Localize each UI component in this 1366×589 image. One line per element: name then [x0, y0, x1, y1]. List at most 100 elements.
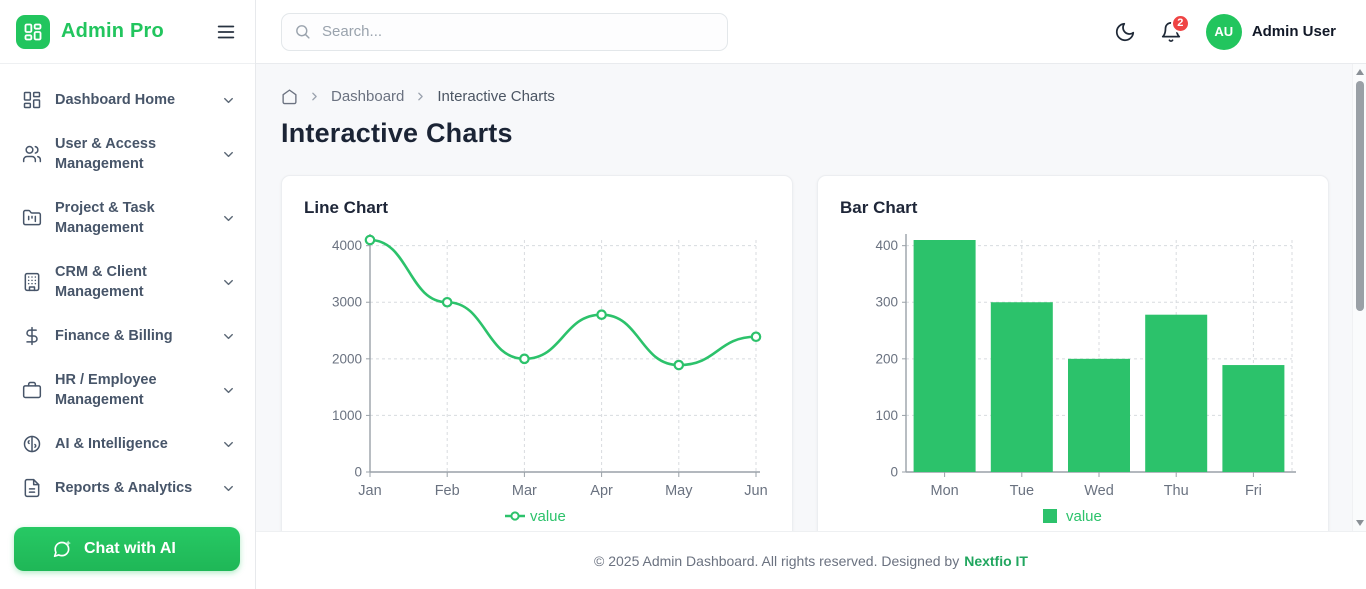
- sidebar-item-label: Finance & Billing: [55, 328, 173, 344]
- footer-designer-link[interactable]: Nextfio IT: [964, 552, 1028, 569]
- dollar-icon: [22, 326, 42, 346]
- sidebar: Admin Pro Dashboard Home: [0, 0, 256, 589]
- svg-text:Fri: Fri: [1245, 483, 1262, 499]
- chat-with-ai-label: Chat with AI: [84, 540, 176, 557]
- chevron-down-icon: [221, 275, 236, 290]
- sidebar-item-reports-analytics[interactable]: Reports & Analytics: [13, 470, 242, 506]
- svg-text:Tue: Tue: [1010, 483, 1034, 499]
- file-report-icon: [22, 478, 42, 498]
- main-column: 2 AU Admin User Dashboard Interactive C: [256, 0, 1366, 589]
- svg-text:Mon: Mon: [930, 483, 958, 499]
- scroll-down-arrow[interactable]: [1356, 520, 1364, 526]
- briefcase-icon: [22, 380, 42, 400]
- building-icon: [22, 272, 42, 292]
- chevron-down-icon: [221, 481, 236, 496]
- svg-text:Jan: Jan: [358, 483, 381, 499]
- moon-icon: [1115, 22, 1134, 41]
- sidebar-item-crm-client[interactable]: CRM & Client Management: [13, 254, 242, 310]
- notifications-button[interactable]: 2: [1160, 13, 1190, 43]
- chevron-right-icon: [414, 90, 427, 103]
- app-logo-icon: [16, 14, 50, 49]
- sidebar-item-finance-billing[interactable]: Finance & Billing: [13, 318, 242, 354]
- sidebar-item-label: CRM & Client Management: [55, 264, 147, 300]
- app-title: Admin Pro: [61, 20, 164, 42]
- chevron-down-icon: [221, 147, 236, 162]
- svg-text:Thu: Thu: [1164, 483, 1189, 499]
- svg-text:0: 0: [890, 465, 898, 480]
- svg-text:1000: 1000: [332, 408, 362, 423]
- brain-icon: [22, 434, 42, 454]
- search-input[interactable]: [281, 12, 728, 51]
- breadcrumb-current-page: Interactive Charts: [437, 88, 555, 105]
- line-chart[interactable]: 0 1000 2000 3000 4000 Jan Feb Mar Apr May Jun value: [304, 226, 770, 528]
- bar-chart[interactable]: 0 100 200 300 400 Mon Tue Wed Thu Fri value: [840, 226, 1306, 528]
- chevron-down-icon: [221, 329, 236, 344]
- search-icon: [296, 25, 310, 39]
- chevron-right-icon: [308, 90, 321, 103]
- svg-text:3000: 3000: [332, 295, 362, 310]
- footer-text: © 2025 Admin Dashboard. All rights reser…: [594, 552, 960, 569]
- user-menu[interactable]: AU Admin User: [1205, 13, 1336, 50]
- home-icon: [282, 89, 297, 105]
- breadcrumb-home-link[interactable]: [281, 88, 298, 105]
- users-icon: [22, 144, 42, 164]
- svg-text:Wed: Wed: [1084, 483, 1114, 499]
- svg-text:value: value: [1066, 508, 1102, 525]
- chevron-down-icon: [221, 383, 236, 398]
- notification-badge: 2: [1170, 13, 1190, 33]
- folder-kanban-icon: [22, 208, 42, 228]
- breadcrumb-dashboard-link[interactable]: Dashboard: [331, 88, 405, 105]
- sidebar-item-hr-employee[interactable]: HR / Employee Management: [13, 362, 242, 418]
- scrollbar-thumb[interactable]: [1356, 81, 1364, 311]
- svg-text:value: value: [530, 508, 566, 525]
- scroll-up-arrow[interactable]: [1356, 69, 1364, 75]
- svg-text:Feb: Feb: [435, 483, 460, 499]
- svg-text:Mar: Mar: [512, 483, 537, 499]
- bar-chart-title: Bar Chart: [840, 198, 918, 217]
- sidebar-header: Admin Pro: [0, 0, 255, 64]
- chevron-down-icon: [221, 437, 236, 452]
- page-title: Interactive Charts: [281, 118, 513, 148]
- user-name: Admin User: [1251, 23, 1336, 40]
- svg-text:400: 400: [875, 238, 898, 253]
- sidebar-toggle-button[interactable]: [215, 21, 237, 43]
- svg-text:300: 300: [875, 295, 898, 310]
- sidebar-item-ai-intelligence[interactable]: AI & Intelligence: [13, 426, 242, 462]
- sidebar-item-dashboard-home[interactable]: Dashboard Home: [13, 82, 242, 118]
- footer: © 2025 Admin Dashboard. All rights reser…: [256, 531, 1366, 589]
- avatar: AU: [1205, 13, 1242, 50]
- sidebar-nav: Dashboard Home User & Access Management: [0, 64, 255, 506]
- breadcrumb: Dashboard Interactive Charts: [281, 88, 1327, 105]
- vertical-scrollbar[interactable]: [1352, 64, 1366, 531]
- charts-row: Line Chart 0 1000 2000 3000 4000 Jan Feb Mar Apr…: [281, 175, 1329, 531]
- sidebar-item-label: Project & Task Management: [55, 200, 155, 236]
- svg-text:Apr: Apr: [590, 483, 613, 499]
- chevron-down-icon: [221, 211, 236, 226]
- svg-text:May: May: [665, 483, 693, 499]
- svg-text:100: 100: [875, 408, 898, 423]
- svg-text:2000: 2000: [332, 351, 362, 366]
- content-area: Dashboard Interactive Charts Interactive…: [256, 64, 1366, 531]
- topbar-actions: 2 AU Admin User: [1114, 13, 1336, 50]
- chat-with-ai-button[interactable]: Chat with AI: [14, 527, 240, 571]
- svg-text:0: 0: [354, 465, 362, 480]
- svg-text:4000: 4000: [332, 238, 362, 253]
- bell-icon: [1161, 21, 1180, 42]
- sidebar-item-project-task[interactable]: Project & Task Management: [13, 190, 242, 246]
- dark-mode-toggle[interactable]: [1114, 21, 1136, 43]
- dashboard-grid-icon: [22, 90, 42, 110]
- svg-text:Jun: Jun: [744, 483, 767, 499]
- search-box: [281, 12, 728, 51]
- svg-text:200: 200: [875, 351, 898, 366]
- chevron-down-icon: [221, 93, 236, 108]
- sidebar-item-user-access[interactable]: User & Access Management: [13, 126, 242, 182]
- line-chart-title: Line Chart: [304, 198, 389, 217]
- topbar: 2 AU Admin User: [256, 0, 1366, 64]
- chat-sparkle-icon: [52, 539, 73, 560]
- sidebar-item-label: Reports & Analytics: [55, 480, 193, 496]
- sidebar-item-label: Dashboard Home: [55, 92, 176, 108]
- sidebar-item-label: AI & Intelligence: [55, 436, 168, 452]
- bar-chart-card: Bar Chart 0 100 200 300 400 Mon Tue Wed Thu Fri va…: [817, 175, 1329, 531]
- sidebar-item-label: HR / Employee Management: [55, 372, 157, 408]
